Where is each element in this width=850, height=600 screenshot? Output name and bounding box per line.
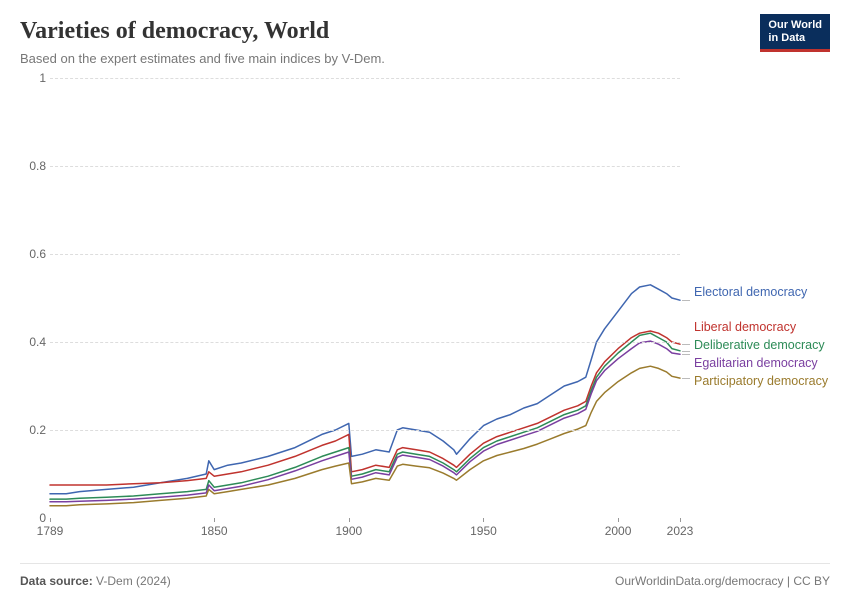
gridline (50, 430, 680, 431)
x-tick (483, 518, 484, 522)
x-tick-label: 2000 (605, 524, 632, 538)
gridline (50, 166, 680, 167)
gridline (50, 342, 680, 343)
data-source: Data source: V-Dem (2024) (20, 574, 171, 588)
x-tick (349, 518, 350, 522)
data-source-value: V-Dem (2024) (96, 574, 171, 588)
gridline (50, 78, 680, 79)
chart-title: Varieties of democracy, World (20, 18, 830, 45)
series-label: Egalitarian democracy (694, 356, 818, 370)
x-tick-label: 1900 (335, 524, 362, 538)
series-line (50, 341, 680, 502)
y-tick-label: 0.2 (22, 423, 46, 437)
gridline (50, 254, 680, 255)
plot-region: 00.20.40.60.81178918501900195020002023 (50, 78, 680, 518)
owid-logo[interactable]: Our World in Data (760, 14, 830, 52)
x-tick (680, 518, 681, 522)
series-line (50, 285, 680, 494)
chart-footer: Data source: V-Dem (2024) OurWorldinData… (20, 563, 830, 588)
y-tick-label: 0.8 (22, 159, 46, 173)
series-label: Electoral democracy (694, 285, 807, 299)
series-label: Participatory democracy (694, 374, 828, 388)
y-tick-label: 1 (22, 71, 46, 85)
series-line (50, 333, 680, 499)
y-tick-label: 0.4 (22, 335, 46, 349)
series-label-connector (682, 300, 690, 301)
chart-area: 00.20.40.60.81178918501900195020002023 E… (20, 78, 830, 540)
x-tick-label: 1789 (37, 524, 64, 538)
series-label-connector (682, 378, 690, 379)
series-label-connector (682, 354, 690, 355)
data-source-label: Data source: (20, 574, 93, 588)
attribution: OurWorldinData.org/democracy | CC BY (615, 574, 830, 588)
x-tick (214, 518, 215, 522)
x-tick (50, 518, 51, 522)
line-series-svg (50, 78, 680, 518)
logo-line-2: in Data (768, 32, 822, 45)
y-tick-label: 0.6 (22, 247, 46, 261)
series-label-connector (682, 351, 690, 352)
x-tick-label: 1950 (470, 524, 497, 538)
chart-subtitle: Based on the expert estimates and five m… (20, 51, 830, 66)
x-tick (618, 518, 619, 522)
logo-line-1: Our World (768, 19, 822, 32)
x-tick-label: 2023 (667, 524, 694, 538)
x-tick-label: 1850 (201, 524, 228, 538)
series-label-connector (682, 344, 690, 345)
series-label: Liberal democracy (694, 320, 796, 334)
y-tick-label: 0 (22, 511, 46, 525)
chart-header: Varieties of democracy, World Based on t… (0, 0, 850, 70)
series-label: Deliberative democracy (694, 338, 825, 352)
